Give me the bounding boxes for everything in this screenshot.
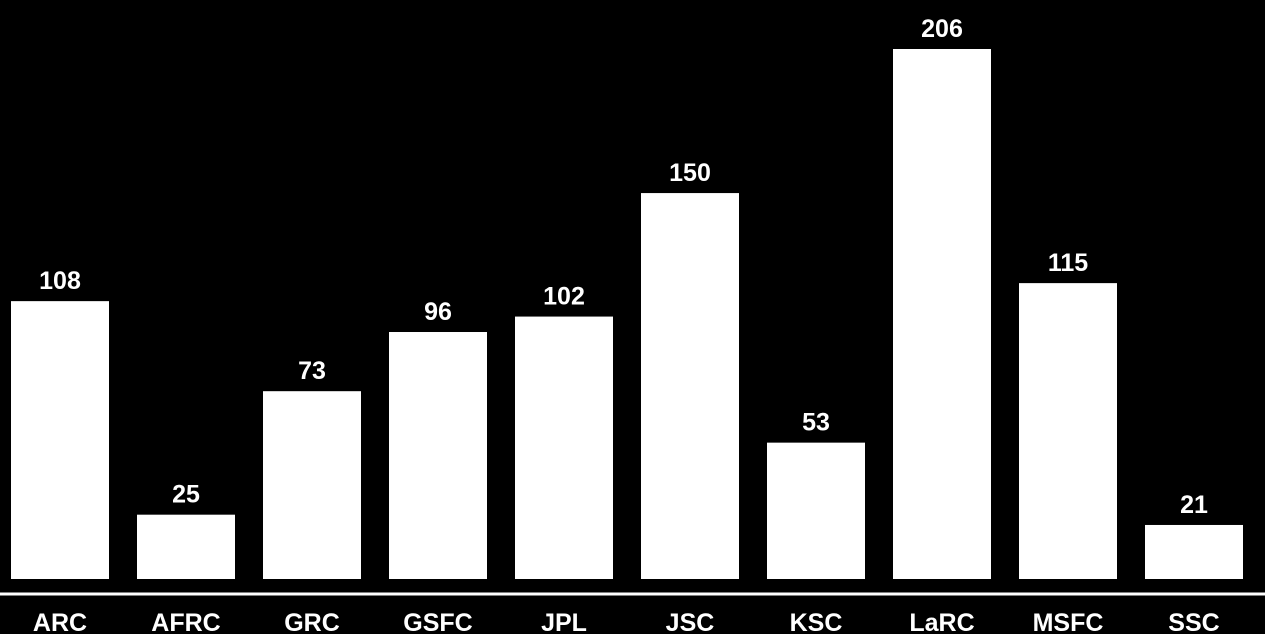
x-tick-labels: ARC AFRC GRC GSFC JPL JSC KSC LaRC MSFC SSC xyxy=(33,609,1220,634)
value-label-larc: 206 xyxy=(921,15,963,43)
x-tick-label-gsfc: GSFC xyxy=(403,609,472,634)
value-label-grc: 73 xyxy=(298,357,326,385)
bar-msfc xyxy=(1019,283,1117,579)
bar-gsfc xyxy=(389,332,487,579)
x-tick-label-jpl: JPL xyxy=(541,609,587,634)
value-label-arc: 108 xyxy=(39,267,81,295)
bar-ssc xyxy=(1145,524,1243,579)
value-label-gsfc: 96 xyxy=(424,298,452,326)
bar-jsc xyxy=(641,193,739,579)
bar-grc xyxy=(263,391,361,579)
x-tick-label-ssc: SSC xyxy=(1168,609,1219,634)
value-label-ksc: 53 xyxy=(802,409,830,437)
bar-arc xyxy=(11,301,109,579)
bar-jpl xyxy=(515,316,613,579)
bar-group: 108 25 73 96 102 150 53 206 115 21 xyxy=(11,15,1243,579)
x-tick-label-larc: LaRC xyxy=(909,609,974,634)
x-tick-label-afrc: AFRC xyxy=(151,609,220,634)
value-label-ssc: 21 xyxy=(1180,491,1208,519)
x-tick-label-jsc: JSC xyxy=(666,609,715,634)
x-tick-label-msfc: MSFC xyxy=(1033,609,1104,634)
bar-ksc xyxy=(767,442,865,579)
bar-afrc xyxy=(137,514,235,579)
value-label-msfc: 115 xyxy=(1048,249,1088,277)
x-tick-label-arc: ARC xyxy=(33,609,87,634)
value-label-jpl: 102 xyxy=(543,283,585,311)
value-label-afrc: 25 xyxy=(172,481,200,509)
x-tick-label-ksc: KSC xyxy=(790,609,843,634)
x-tick-label-grc: GRC xyxy=(284,609,340,634)
value-label-jsc: 150 xyxy=(669,159,711,187)
bar-larc xyxy=(893,49,991,579)
